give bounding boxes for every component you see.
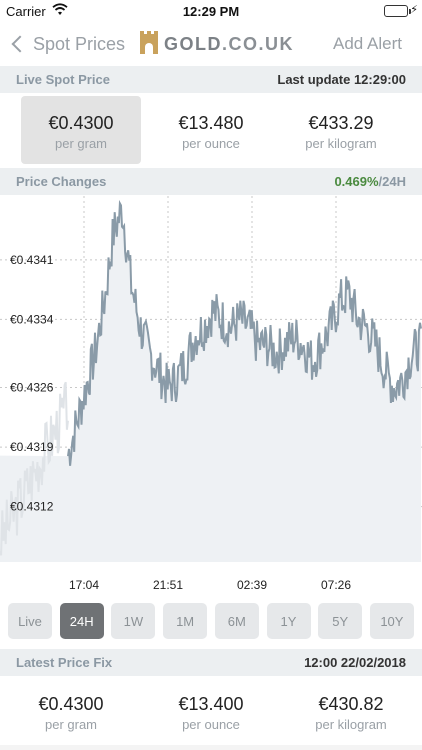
range-button-1y[interactable]: 1Y <box>266 603 311 639</box>
price-value: €430.82 <box>318 694 384 714</box>
time-range-selector: Live 24H 1W 1M 6M 1Y 5Y 10Y <box>0 603 422 639</box>
fix-timestamp: 12:00 22/02/2018 <box>304 655 406 670</box>
section-title: Latest Price Fix <box>16 655 113 670</box>
back-button[interactable]: Spot Prices <box>10 30 125 58</box>
status-bar: Carrier 12:29 PM ⚡ <box>0 0 422 22</box>
fix-price-per-ounce: €13.400 per ounce <box>151 677 271 745</box>
section-title: Price Changes <box>16 174 107 189</box>
brand-logo: GOLD.CO.UK <box>140 31 294 55</box>
logo-text: GOLD.CO.UK <box>164 33 294 54</box>
price-per-kilogram[interactable]: €433.29 per kilogram <box>281 96 401 164</box>
price-value: €0.4300 <box>48 113 114 133</box>
carrier-label: Carrier <box>6 4 46 19</box>
section-title: Live Spot Price <box>16 72 110 87</box>
battery-icon <box>384 5 411 17</box>
x-tick-label: 07:26 <box>321 578 351 592</box>
price-chart[interactable]: GOLD.CO.UK €0.4341€0.4334€0.4326€0.4319€… <box>0 196 422 598</box>
fix-price-per-kilogram: €430.82 per kilogram <box>291 677 411 745</box>
status-time: 12:29 PM <box>182 4 240 19</box>
price-unit: per ounce <box>182 136 240 151</box>
price-per-ounce[interactable]: €13.480 per ounce <box>151 96 271 164</box>
last-update-text: Last update 12:29:00 <box>277 72 406 87</box>
back-button-label: Spot Prices <box>33 33 126 54</box>
y-tick-label: €0.4326 <box>10 381 54 395</box>
x-tick-label: 02:39 <box>237 578 267 592</box>
range-button-24h[interactable]: 24H <box>59 603 104 639</box>
range-button-6m[interactable]: 6M <box>214 603 259 639</box>
price-changes-header: Price Changes 0.469%/24H <box>0 168 422 195</box>
price-value: €13.480 <box>178 113 244 133</box>
previous-period-line <box>0 381 69 556</box>
fix-price-per-gram: €0.4300 per gram <box>11 677 131 745</box>
y-tick-label: €0.4312 <box>10 500 54 514</box>
price-unit: per kilogram <box>315 717 387 732</box>
live-spot-price-header: Live Spot Price Last update 12:29:00 <box>0 66 422 93</box>
range-button-5y[interactable]: 5Y <box>318 603 363 639</box>
x-tick-label: 21:51 <box>153 578 183 592</box>
add-alert-button[interactable]: Add Alert <box>333 34 402 53</box>
price-area <box>0 203 421 562</box>
y-tick-label: €0.4341 <box>10 253 54 267</box>
latest-price-fix-header: Latest Price Fix 12:00 22/02/2018 <box>0 649 422 676</box>
chevron-left-icon <box>11 35 29 53</box>
price-change-value: 0.469%/24H <box>334 174 406 189</box>
price-unit: per gram <box>44 717 98 732</box>
y-tick-label: €0.4334 <box>10 312 54 326</box>
range-button-10y[interactable]: 10Y <box>369 603 414 639</box>
price-per-gram[interactable]: €0.4300 per gram <box>21 96 141 164</box>
price-value: €0.4300 <box>38 694 104 714</box>
live-price-row: €0.4300 per gram €13.480 per ounce €433.… <box>0 93 422 167</box>
price-line <box>67 199 422 466</box>
wifi-icon <box>52 3 68 20</box>
x-tick-label: 17:04 <box>69 578 99 592</box>
y-tick-label: €0.4319 <box>10 440 54 454</box>
castle-logo-icon <box>140 31 158 54</box>
range-button-1m[interactable]: 1M <box>163 603 208 639</box>
range-button-1w[interactable]: 1W <box>111 603 156 639</box>
navigation-bar: Spot Prices GOLD.CO.UK Add Alert <box>0 22 422 66</box>
range-button-live[interactable]: Live <box>8 603 52 639</box>
price-value: €433.29 <box>308 113 374 133</box>
price-value: €13.400 <box>178 694 244 714</box>
price-unit: per ounce <box>182 717 240 732</box>
charging-icon: ⚡ <box>410 4 418 16</box>
price-unit: per gram <box>54 136 108 151</box>
fix-price-row: €0.4300 per gram €13.400 per ounce €430.… <box>0 674 422 748</box>
bottom-divider <box>0 745 422 750</box>
price-unit: per kilogram <box>305 136 377 151</box>
